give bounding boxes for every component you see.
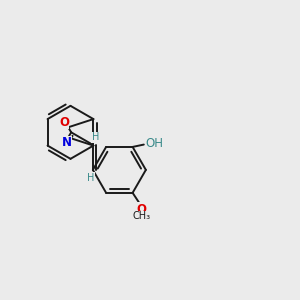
Text: H: H	[92, 133, 99, 142]
Text: CH₃: CH₃	[132, 212, 150, 221]
Text: OH: OH	[145, 137, 163, 151]
Text: O: O	[59, 116, 69, 129]
Text: O: O	[136, 203, 146, 216]
Text: H: H	[87, 172, 94, 182]
Text: N: N	[62, 136, 72, 149]
